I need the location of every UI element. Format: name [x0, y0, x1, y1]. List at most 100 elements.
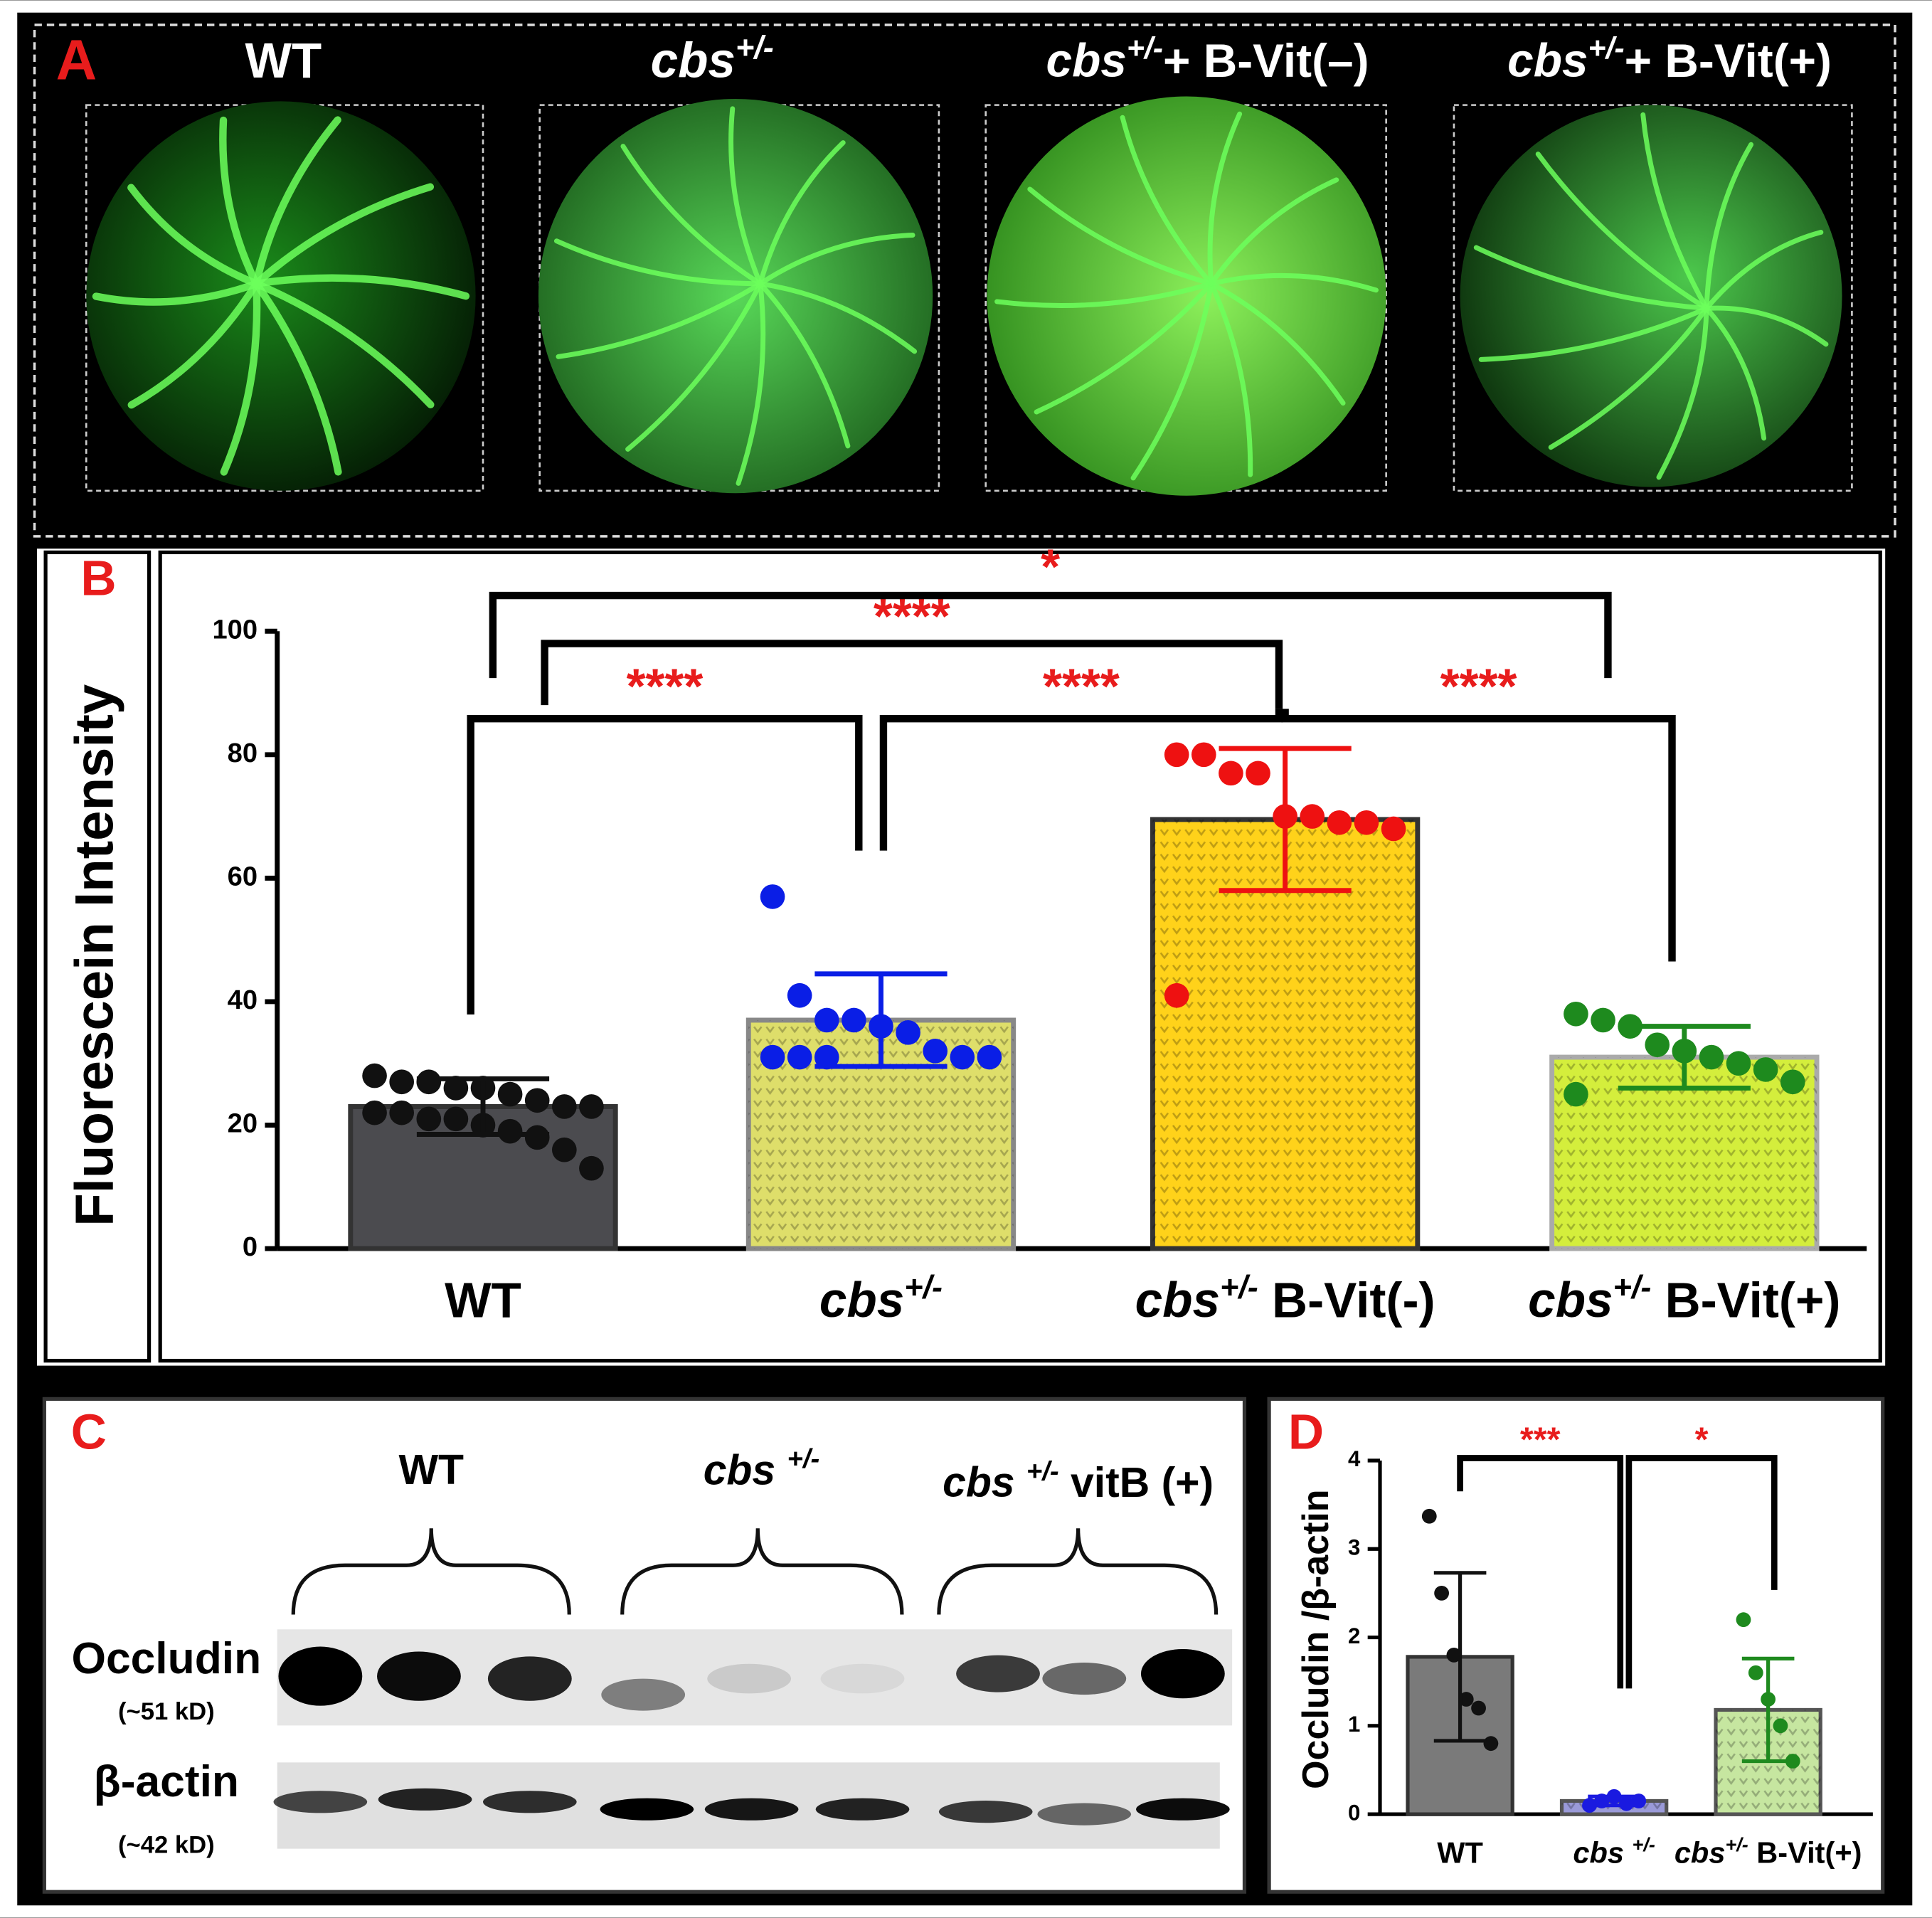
x-tick-label: WT [445, 1272, 521, 1328]
band [815, 1798, 910, 1821]
vessel [1473, 245, 1709, 311]
data-point [842, 1007, 866, 1033]
data-point [552, 1137, 577, 1162]
data-point [1246, 761, 1270, 786]
data-point [1421, 1508, 1437, 1524]
panel-label: D [1288, 1404, 1324, 1460]
data-point [787, 1044, 812, 1070]
data-point [1164, 742, 1189, 768]
significance-label: * [1041, 539, 1060, 595]
vessel [127, 280, 260, 409]
data-point [443, 1106, 469, 1132]
x-tick-label: WT [1437, 1835, 1483, 1869]
band [704, 1798, 799, 1821]
panel-d [1267, 1397, 1885, 1894]
image-title: cbs+/-+ B-Vit(+) [1507, 32, 1832, 88]
vessel [736, 281, 766, 486]
vessel [127, 184, 260, 287]
x-tick-label: cbs+/- B-Vit(+) [1674, 1834, 1862, 1869]
y-tick-label: 20 [228, 1109, 258, 1139]
significance-bracket [1457, 1455, 1624, 1689]
vessel [758, 281, 918, 354]
y-tick-label: 60 [228, 862, 258, 891]
x-tick-label: cbs+/- B-Vit(+) [1528, 1269, 1840, 1328]
data-point [923, 1039, 948, 1064]
band [278, 1646, 363, 1706]
data-point [1753, 1057, 1778, 1082]
fundus [1460, 105, 1842, 487]
data-point [760, 1044, 785, 1070]
vessel [1209, 272, 1379, 293]
data-point [1591, 1007, 1615, 1033]
data-point [389, 1100, 414, 1125]
vessel [994, 281, 1214, 308]
data-point [1736, 1612, 1751, 1628]
vessel [1535, 152, 1709, 311]
significance-label: **** [1043, 659, 1120, 714]
vessel [1704, 229, 1824, 311]
vessel [219, 116, 260, 287]
data-point [977, 1044, 1002, 1070]
data-point [814, 1007, 839, 1033]
band [938, 1801, 1033, 1823]
band [1140, 1649, 1225, 1699]
band [378, 1788, 472, 1811]
data-point [1354, 810, 1379, 835]
data-point [1446, 1648, 1462, 1663]
x-tick-label: cbs+/- [819, 1269, 943, 1328]
band [600, 1798, 694, 1821]
data-point [579, 1155, 604, 1181]
significance-bracket [1625, 1455, 1778, 1689]
vessel [1209, 281, 1346, 406]
vessel [1704, 142, 1754, 311]
band [1042, 1663, 1127, 1695]
image-title: cbs+/- [651, 29, 774, 88]
data-point [1699, 1044, 1724, 1070]
significance-label: **** [1440, 659, 1517, 714]
band [707, 1663, 792, 1694]
western-blot [273, 1528, 1233, 1849]
vessel [1209, 177, 1339, 287]
data-point [1327, 810, 1352, 835]
data-point [1780, 1069, 1805, 1095]
vessel [1478, 305, 1709, 362]
y-tick-label: 40 [228, 985, 258, 1015]
panel-label: A [56, 28, 97, 92]
significance-bracket [879, 709, 1283, 851]
vessel [1027, 186, 1214, 287]
data-point [416, 1069, 442, 1095]
data-point [1434, 1586, 1449, 1601]
y-tick-label: 2 [1348, 1623, 1360, 1648]
vessel [1120, 115, 1214, 287]
data-point [497, 1081, 523, 1107]
data-point [443, 1076, 469, 1101]
data-point [787, 982, 812, 1008]
vessel [625, 281, 763, 452]
data-point [416, 1106, 442, 1132]
vessel [728, 106, 763, 287]
fundus [987, 96, 1386, 496]
data-point [1483, 1736, 1499, 1752]
data-point [524, 1088, 550, 1113]
vessel [758, 233, 915, 287]
data-point [814, 1044, 839, 1070]
y-label-box [43, 550, 152, 1363]
y-tick-label: 0 [243, 1232, 258, 1262]
band [956, 1655, 1040, 1692]
vessel [620, 144, 763, 287]
group-label: cbs +/- vitB (+) [943, 1456, 1214, 1506]
x-tick-label: cbs +/- [1573, 1834, 1655, 1869]
data-point [1381, 816, 1406, 842]
data-point [389, 1069, 414, 1095]
vessel [253, 280, 435, 409]
y-tick-label: 80 [228, 738, 258, 768]
band [601, 1678, 686, 1711]
band [483, 1791, 577, 1813]
significance-label: *** [1520, 1421, 1561, 1459]
y-tick-label: 100 [212, 615, 258, 645]
vessel [1209, 281, 1253, 477]
data-point [1191, 742, 1216, 768]
data-point [362, 1063, 387, 1088]
